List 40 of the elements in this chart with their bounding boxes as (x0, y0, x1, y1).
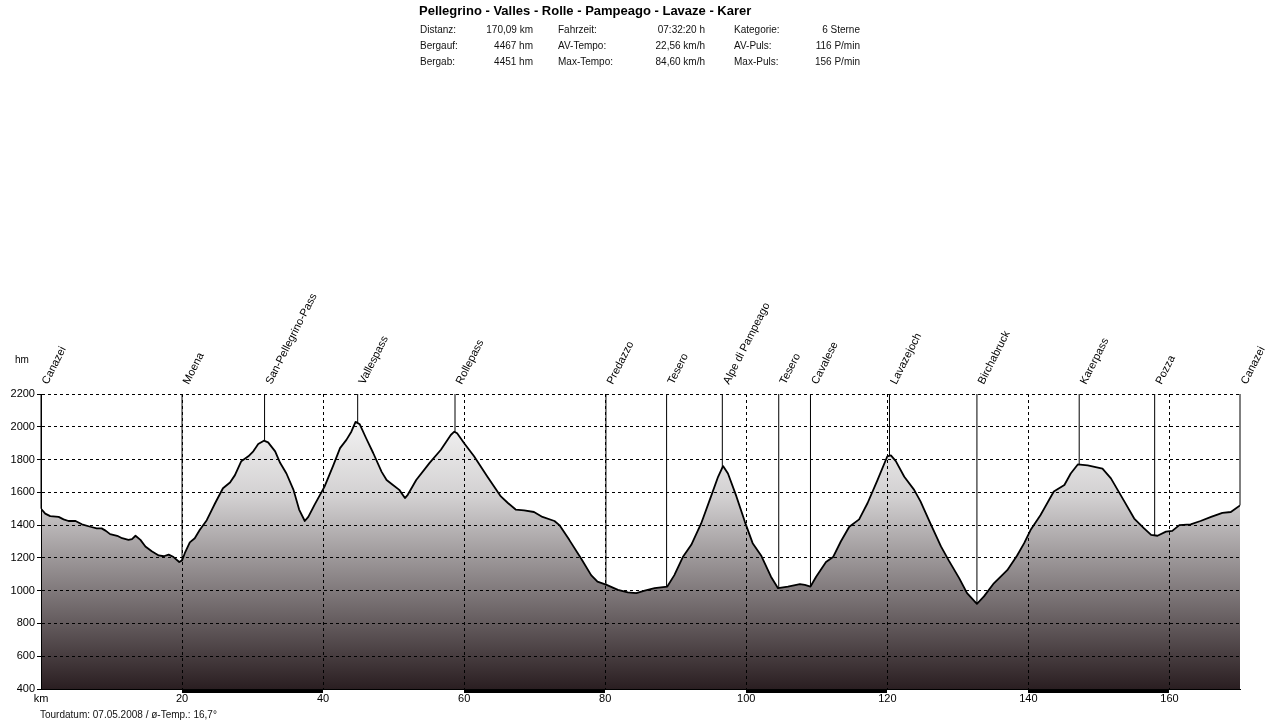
text: Distanz: (420, 24, 457, 36)
x-tick-label: 100 (737, 691, 756, 704)
text: Max-Puls: (734, 56, 779, 68)
y-tick-label: 600 (16, 649, 35, 662)
y-tick-label: 1400 (10, 518, 35, 531)
text: 4451 hm (494, 56, 533, 68)
text: Max-Tempo: (558, 56, 614, 68)
y-axis-title: hm (15, 353, 29, 365)
x-tick-label: 40 (316, 691, 330, 704)
y-tick-label: 1800 (10, 452, 35, 465)
x-tick-label: 20 (175, 691, 189, 704)
text: 170,09 km (486, 24, 533, 36)
x-tick-label: 140 (1019, 691, 1038, 704)
x-tick-label: 160 (1160, 691, 1179, 704)
x-tick-label: 120 (878, 691, 897, 704)
text: Bergauf: (420, 40, 458, 52)
text: AV-Tempo: (558, 40, 607, 52)
text: 84,60 km/h (655, 56, 705, 68)
text: 07:32:20 h (657, 24, 705, 36)
text: Kategorie: (734, 24, 780, 36)
text: 6 Sterne (822, 24, 860, 36)
y-tick-label: 400 (16, 682, 35, 695)
y-tick-label: 1000 (10, 583, 35, 596)
text: 22,56 km/h (655, 40, 705, 52)
y-tick-label: 2200 (10, 387, 35, 400)
x-tick-label: km (33, 691, 49, 704)
chart-title: Pellegrino - Valles - Rolle - Pampeago - Lavaze - Karer (419, 3, 752, 18)
text: 116 P/min (815, 40, 860, 52)
y-tick-label: 2000 (10, 419, 35, 432)
y-tick-label: 800 (16, 616, 35, 629)
x-tick-label: 80 (599, 691, 612, 704)
text: Fahrzeit: (558, 24, 597, 36)
text: Bergab: (420, 56, 456, 68)
x-tick-label: 60 (458, 691, 471, 704)
text: Tourdatum: 07.05.2008 / ø-Temp.: 16,7° (40, 709, 217, 720)
y-tick-label: 1600 (10, 485, 35, 498)
text: AV-Puls: (734, 40, 772, 52)
text: 156 P/min (814, 56, 860, 68)
text: 4467 hm (494, 40, 533, 52)
y-tick-label: 1200 (10, 550, 35, 563)
